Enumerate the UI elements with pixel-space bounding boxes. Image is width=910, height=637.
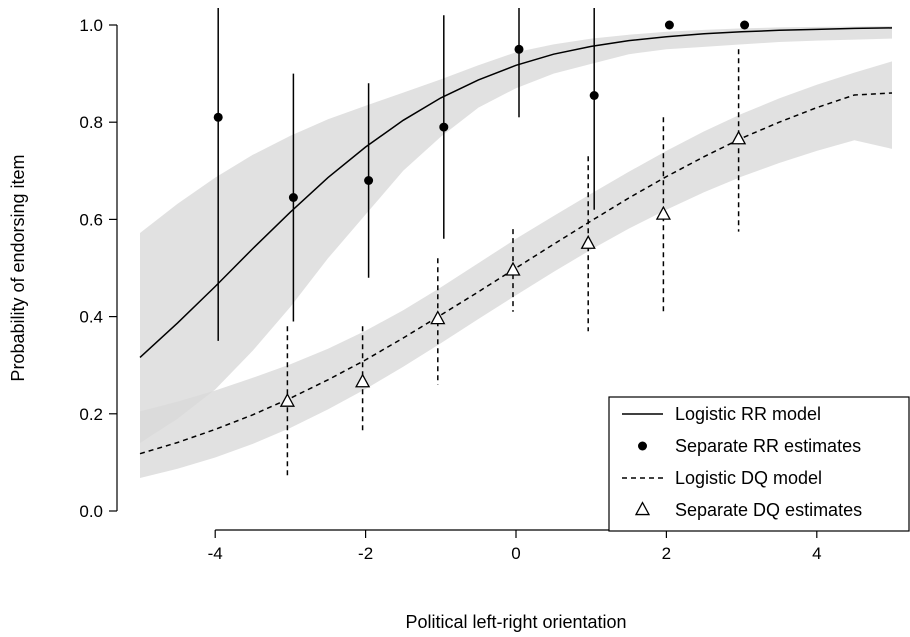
y-tick-label: 0.2 [79, 405, 103, 424]
confidence-band-rr [140, 26, 892, 443]
y-tick-label: 0.4 [79, 308, 103, 327]
point-dq [505, 261, 521, 276]
legend-label: Logistic RR model [675, 404, 821, 424]
x-tick-label: 4 [812, 544, 821, 563]
point-rr [213, 112, 223, 122]
x-tick-label: -2 [358, 544, 373, 563]
point-rr [288, 193, 298, 202]
y-tick-label: 0.0 [79, 502, 103, 521]
legend-label: Logistic DQ model [675, 468, 822, 488]
y-tick-label: 0.6 [79, 210, 103, 229]
point-dq [279, 392, 295, 407]
x-axis-title: Political left-right orientation [405, 612, 626, 632]
legend-label: Separate RR estimates [675, 436, 861, 456]
logistic-rr-curve [139, 27, 893, 358]
point-rr [364, 176, 374, 185]
point-rr [514, 44, 524, 54]
point-rr [439, 122, 449, 132]
point-rr [664, 20, 674, 30]
legend-box [608, 396, 910, 532]
axes: 0.0 0.2 0.4 0.6 0.8 1.0 -4 -2 0 2 4 [79, 16, 821, 563]
estimate-points [213, 20, 750, 407]
model-curves [139, 27, 893, 455]
legend-label: Separate DQ estimates [675, 500, 862, 520]
x-tick-label: -4 [208, 544, 223, 563]
legend-symbol-open-triangle [634, 501, 651, 516]
legend: Logistic RR model Separate RR estimates Lo… [608, 396, 910, 532]
point-rr [740, 20, 750, 30]
legend-symbol-filled-circle [638, 441, 647, 451]
point-dq [355, 373, 371, 388]
point-dq [655, 205, 671, 220]
y-tick-label: 0.8 [79, 113, 103, 132]
y-tick-label: 1.0 [79, 16, 103, 35]
y-axis-title: Probability of endorsing item [8, 154, 28, 381]
point-dq [731, 130, 747, 145]
point-rr [589, 91, 599, 100]
x-tick-label: 0 [511, 544, 520, 563]
point-dq [430, 310, 446, 325]
point-dq [580, 234, 596, 249]
x-tick-label: 2 [662, 544, 671, 563]
